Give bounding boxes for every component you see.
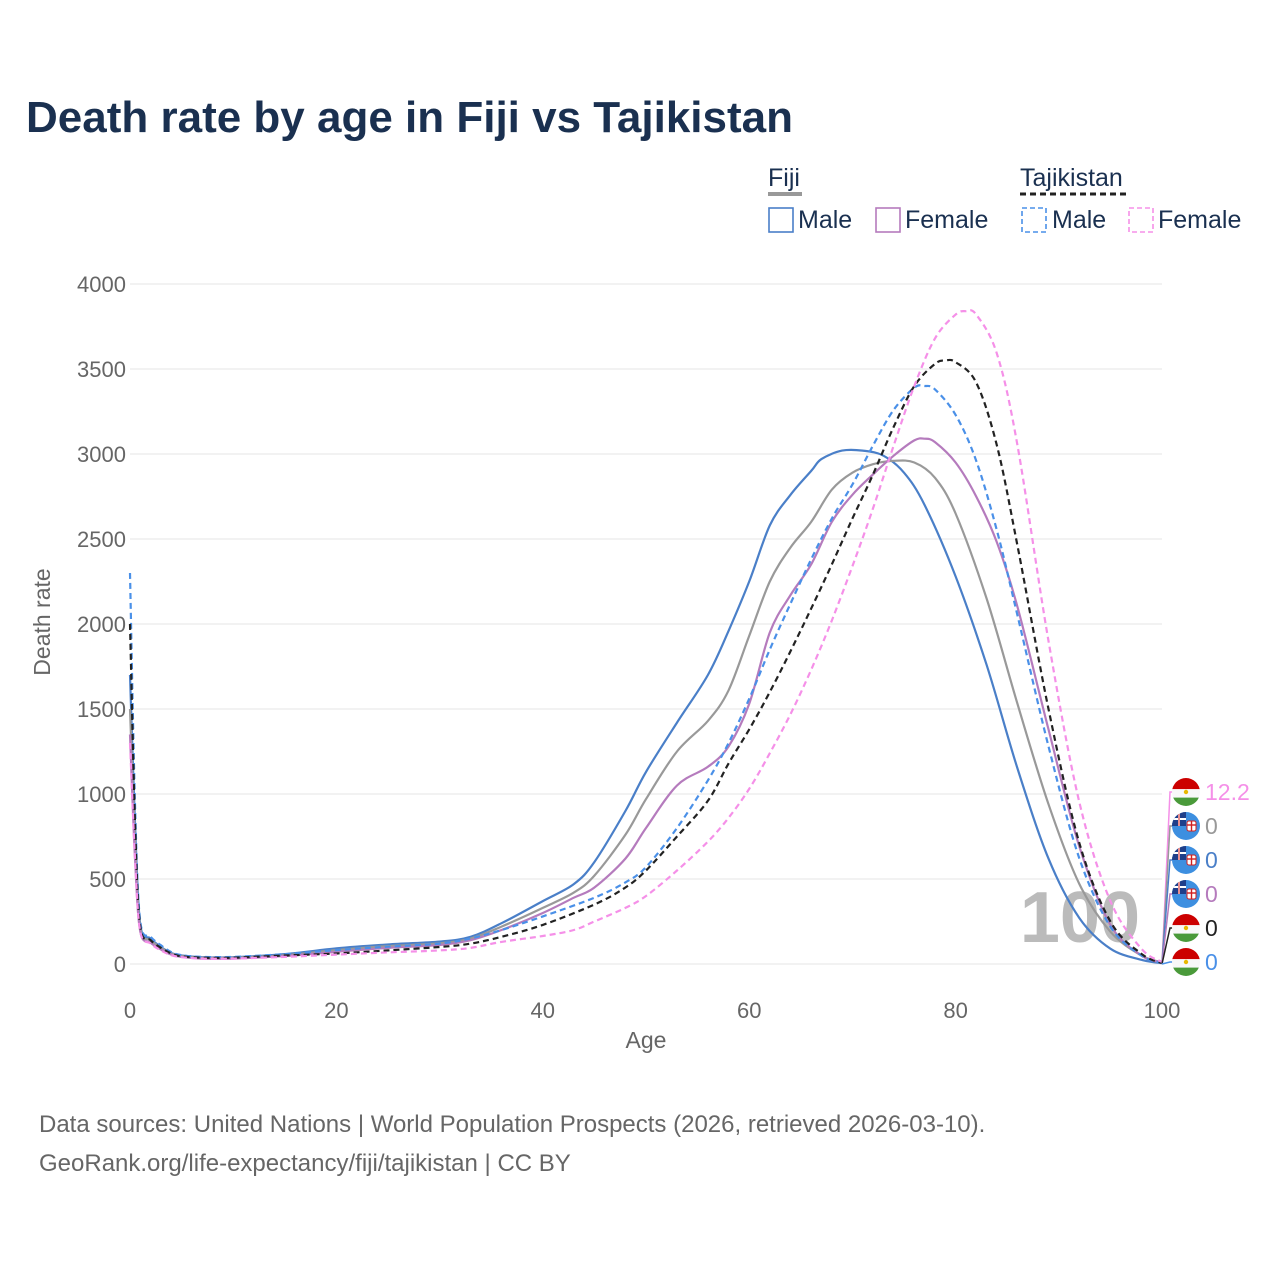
end-label-value: 12.2 [1205,779,1250,805]
series-line-fiji-male [128,448,1163,965]
y-tick-label: 2000 [77,612,126,637]
legend-swatch-fiji-female [875,207,901,233]
end-label-value: 0 [1205,881,1218,907]
series-line-tajikistan-combined [128,358,1163,965]
end-label-value: 0 [1205,949,1218,975]
series-line-fiji-female [128,437,1163,964]
y-tick-label: 2500 [77,527,126,552]
x-tick-label: 100 [1144,998,1181,1023]
tajikistan-flag-icon [1172,778,1200,806]
x-tick-label: 0 [124,998,136,1023]
y-axis-ticks: 0 500 1000 1500 2000 2500 3000 3500 4000 [77,272,126,977]
tajikistan-flag-icon [1172,914,1200,942]
end-labels: 12.2 0 0 0 0 0 [1161,778,1250,976]
y-tick-label: 4000 [77,272,126,297]
legend-label-fiji-male: Male [798,206,852,234]
source-line-1: Data sources: United Nations | World Pop… [39,1111,985,1138]
legend-swatch-tajikistan-female [1128,207,1154,233]
gridlines [130,283,1162,965]
series-line-tajikistan-female [128,309,1163,963]
legend: Fiji Tajikistan Male Female Male Female [768,164,1241,234]
y-axis-label: Death rate [29,568,55,675]
fiji-flag-icon [1172,846,1200,874]
y-tick-label: 1500 [77,697,126,722]
x-axis-ticks: 0 20 40 60 80 100 [124,998,1180,1023]
x-tick-label: 80 [943,998,967,1023]
end-label-value: 0 [1205,813,1218,839]
tajikistan-flag-icon [1172,948,1200,976]
chart-title: Death rate by age in Fiji vs Tajikistan [26,93,793,142]
legend-group-tajikistan: Tajikistan [1020,164,1123,192]
legend-label-tajikistan-female: Female [1158,206,1241,234]
y-tick-label: 1000 [77,782,126,807]
x-tick-label: 60 [737,998,761,1023]
y-tick-label: 500 [89,867,126,892]
legend-label-tajikistan-male: Male [1052,206,1106,234]
end-label-value: 0 [1205,915,1218,941]
y-tick-label: 3000 [77,442,126,467]
x-tick-label: 40 [531,998,555,1023]
legend-group-fiji: Fiji [768,164,800,192]
legend-swatch-tajikistan-male [1021,207,1047,233]
end-label-value: 0 [1205,847,1218,873]
legend-label-fiji-female: Female [905,206,988,234]
series-line-fiji-combined [128,459,1163,964]
y-tick-label: 3500 [77,357,126,382]
series-line-tajikistan-male [128,384,1163,965]
legend-swatch-fiji-male [768,207,794,233]
series-lines [128,309,1163,965]
x-tick-label: 20 [324,998,348,1023]
source-line-2[interactable]: GeoRank.org/life-expectancy/fiji/tajikis… [39,1150,571,1177]
y-tick-label: 0 [114,952,126,977]
fiji-flag-icon [1172,880,1200,908]
fiji-flag-icon [1172,812,1200,840]
x-axis-label: Age [626,1027,667,1053]
